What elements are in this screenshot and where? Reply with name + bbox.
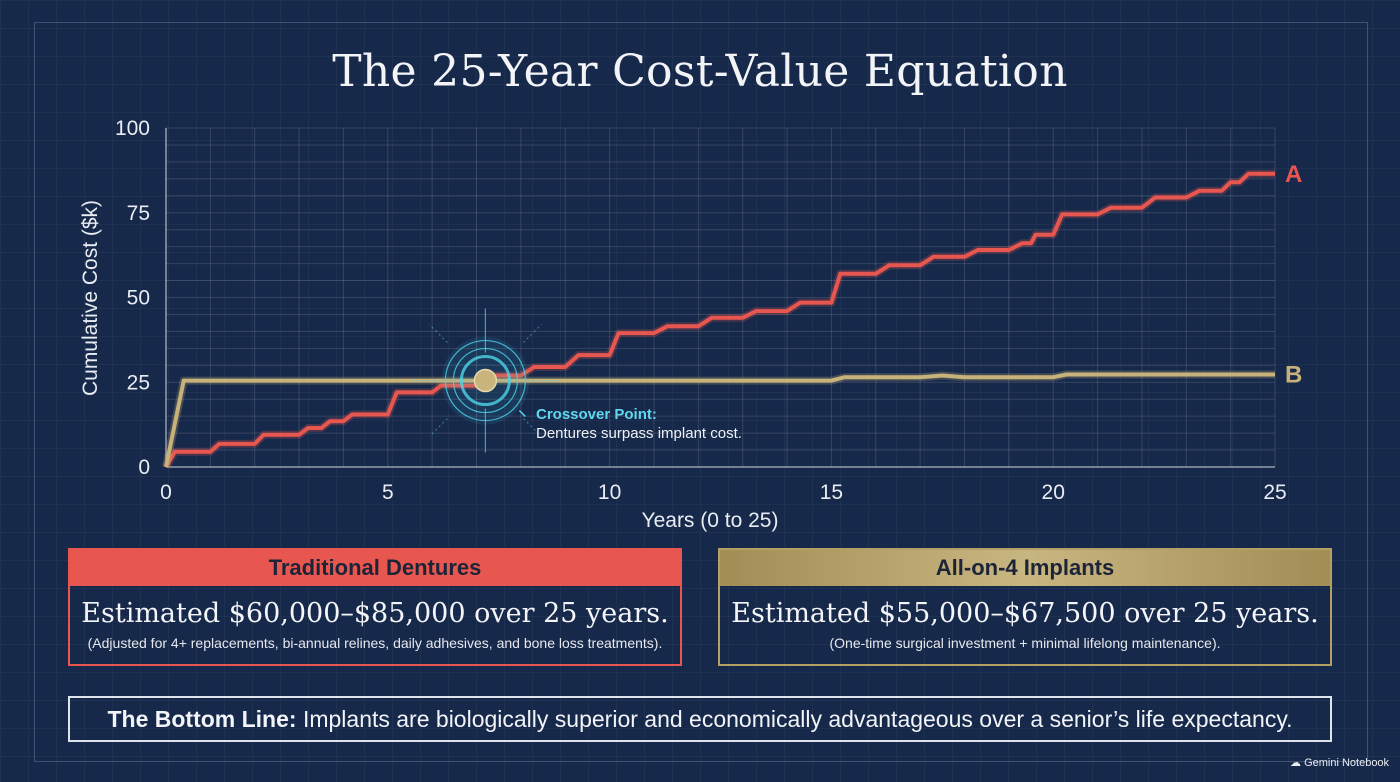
gemini-notebook-badge: ☁ Gemini Notebook	[1290, 756, 1389, 769]
crossover-text: Dentures surpass implant cost.	[536, 425, 742, 442]
target-ray	[429, 324, 448, 343]
y-axis-label: Cumulative Cost ($k)	[79, 200, 102, 396]
callout-tick	[518, 410, 526, 418]
implants-card-estimate: Estimated $55,000–$67,500 over 25 years.	[731, 598, 1319, 629]
series-line-a	[164, 171, 1275, 469]
crossover-dot	[473, 368, 498, 393]
chart-axes: 0 5 10 15 20 25 0 25 50 75 100	[115, 117, 1287, 504]
bottom-line-text: Implants are biologically superior and e…	[296, 706, 1293, 732]
y-tick-label: 25	[127, 371, 150, 394]
chart-series: AB	[162, 161, 1302, 470]
dentures-card-title: Traditional Dentures	[70, 550, 680, 586]
y-tick-label: 0	[138, 456, 150, 479]
page-title: The 25-Year Cost-Value Equation	[332, 46, 1068, 97]
x-tick-label: 15	[820, 481, 843, 504]
y-tick-label: 50	[127, 287, 150, 310]
crossover-annotation: Crossover Point: Dentures surpass implant…	[413, 308, 742, 453]
x-tick-label: 5	[382, 481, 394, 504]
target-ray	[429, 418, 448, 437]
implants-card-note: (One-time surgical investment + minimal …	[829, 635, 1221, 651]
y-tick-label: 75	[127, 202, 150, 225]
cloud-icon: ☁	[1290, 757, 1301, 769]
x-tick-label: 25	[1263, 481, 1286, 504]
implants-card-title: All-on-4 Implants	[720, 550, 1330, 586]
y-tick-label: 100	[115, 117, 150, 140]
bottom-line-label: The Bottom Line:	[107, 706, 297, 732]
series-line-b	[164, 372, 1275, 468]
dentures-card-estimate: Estimated $60,000–$85,000 over 25 years.	[81, 598, 669, 629]
badge-label: Gemini Notebook	[1304, 757, 1390, 769]
series-label-b: B	[1285, 361, 1302, 388]
implants-card: All-on-4 Implants Estimated $55,000–$67,…	[718, 548, 1332, 666]
target-ray	[523, 418, 542, 437]
target-ray	[523, 324, 542, 343]
target-ring	[459, 355, 511, 407]
x-tick-label: 20	[1042, 481, 1065, 504]
x-axis-label: Years (0 to 25)	[642, 509, 779, 532]
series-label-a: A	[1285, 161, 1302, 188]
page-frame	[34, 22, 1368, 762]
x-tick-label: 0	[160, 481, 172, 504]
dentures-card: Traditional Dentures Estimated $60,000–$…	[68, 548, 682, 666]
crossover-title: Crossover Point:	[536, 406, 657, 423]
dentures-card-note: (Adjusted for 4+ replacements, bi-annual…	[87, 635, 663, 651]
chart-grid	[165, 127, 1276, 468]
bottom-line-box: The Bottom Line: Implants are biological…	[68, 696, 1332, 742]
x-tick-label: 10	[598, 481, 621, 504]
